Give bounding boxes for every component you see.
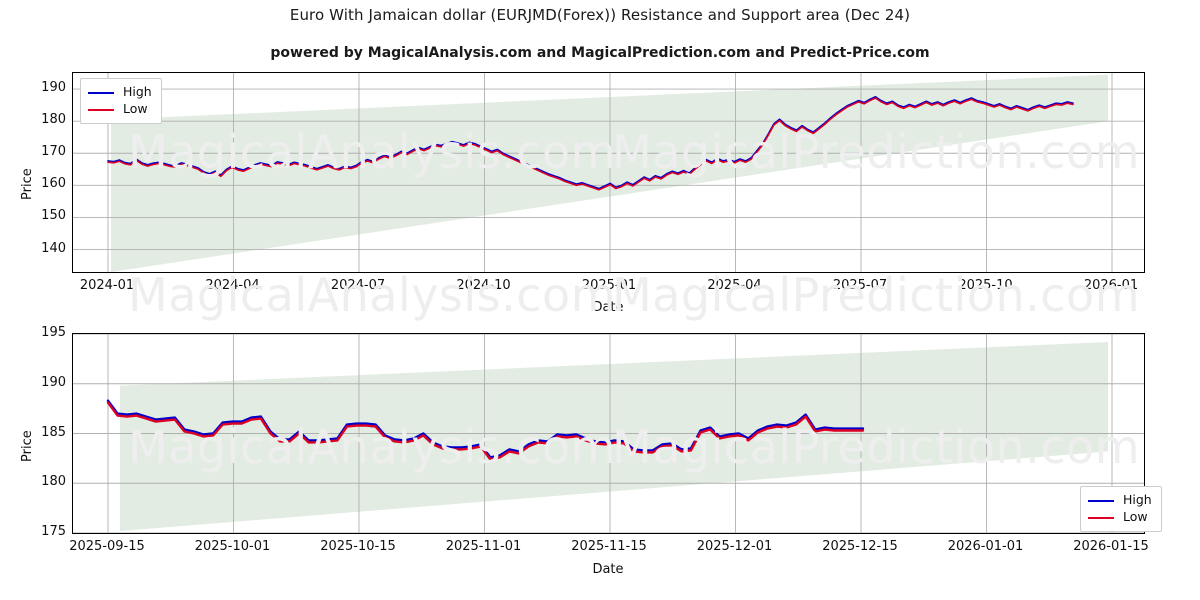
y-tick-label: 160 [41, 176, 66, 192]
x-tick-label: 2026-01-15 [1073, 539, 1149, 554]
y-tick-label: 185 [41, 424, 66, 440]
x-tick-label: 2026-01-01 [947, 539, 1024, 554]
legend-item-low[interactable]: Low [88, 101, 152, 118]
resistance-support-band [111, 74, 1108, 272]
legend-label: Low [123, 101, 148, 117]
x-tick-label: 2024-07 [330, 278, 386, 293]
legend-swatch-high-icon [88, 91, 114, 94]
x-tick-label: 2025-11-01 [445, 539, 522, 554]
y-tick-label: 150 [41, 208, 66, 224]
legend-label: Low [1123, 509, 1148, 525]
series-high [107, 95, 1074, 190]
watermark-magicalprediction: MagicalPrediction.com [612, 268, 1140, 322]
lower-plot-area[interactable] [72, 333, 1145, 534]
legend-swatch-low-icon [88, 108, 114, 111]
legend-label: High [1123, 492, 1152, 508]
watermark-magicalanalysis: MagicalAnalysis.com [128, 268, 617, 322]
x-tick-label: 2025-12-15 [822, 539, 898, 554]
x-tick-label: 2025-10-01 [194, 539, 271, 554]
x-tick-label: 2025-01 [581, 278, 637, 293]
legend-swatch-low-icon [1088, 516, 1114, 519]
y-tick-label: 180 [41, 474, 66, 490]
legend-item-high[interactable]: High [88, 84, 152, 101]
x-tick-label: 2026-01 [1083, 278, 1139, 293]
y-tick-label: 175 [41, 524, 66, 539]
page-title: Euro With Jamaican dollar (EURJMD(Forex)… [289, 6, 911, 24]
legend-item-high[interactable]: High [1088, 492, 1152, 509]
x-tick-label: 2025-10 [958, 278, 1013, 293]
x-tick-label: 2024-04 [205, 278, 260, 293]
y-tick-label: 170 [41, 144, 66, 160]
upper-plot-area[interactable] [72, 72, 1145, 273]
y-tick-label: 140 [41, 240, 66, 256]
x-tick-label: 2025-07 [832, 278, 888, 293]
x-tick-label: 2024-01 [79, 278, 135, 293]
y-tick-label: 180 [41, 112, 66, 128]
legend-swatch-high-icon [1088, 499, 1114, 502]
lower-x-axis-label: Date [592, 562, 624, 577]
series-low [106, 401, 865, 461]
page-subtitle: powered by MagicalAnalysis.com and Magic… [270, 45, 930, 61]
series-low [107, 97, 1074, 191]
x-tick-label: 2025-10-15 [320, 539, 396, 554]
y-tick-label: 190 [41, 80, 66, 96]
x-tick-label: 2025-12-01 [696, 539, 773, 554]
legend-item-low[interactable]: Low [1088, 509, 1152, 526]
x-tick-label: 2025-04 [707, 278, 762, 293]
lower-legend[interactable]: High Low [1080, 486, 1162, 532]
resistance-support-band [120, 341, 1108, 532]
y-tick-label: 195 [41, 325, 66, 340]
x-tick-label: 2024-10 [456, 278, 511, 293]
x-tick-label: 2025-11-15 [571, 539, 647, 554]
legend-label: High [123, 84, 152, 100]
x-tick-label: 2025-09-15 [69, 539, 145, 554]
y-tick-label: 190 [41, 374, 66, 390]
upper-x-axis-label: Date [592, 300, 624, 315]
upper-legend[interactable]: High Low [80, 78, 162, 124]
